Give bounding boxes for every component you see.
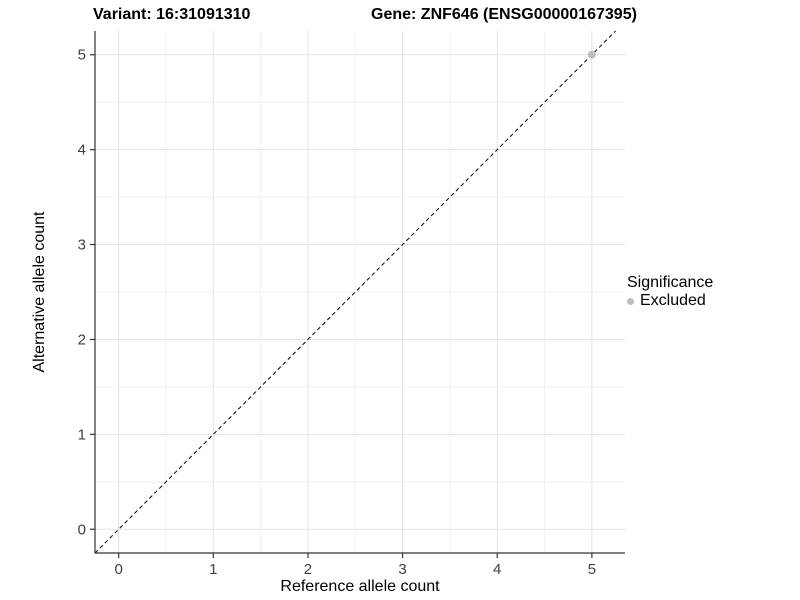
gridlines-minor (95, 31, 625, 553)
legend-point-icon (627, 297, 634, 305)
plot-title-variant: Variant: 16:31091310 (93, 6, 251, 23)
y-tick-label: 0 (78, 521, 86, 538)
axis-tick-labels: 0 1 2 3 4 5 0 1 2 3 4 5 (78, 47, 596, 578)
axis-lines (94, 31, 625, 554)
y-tick-label: 5 (78, 47, 86, 64)
y-tick-label: 4 (78, 142, 86, 159)
legend-item-label: Excluded (640, 292, 706, 309)
identity-reference-line (94, 30, 616, 554)
legend: Significance Excluded (627, 273, 713, 310)
x-tick-label: 4 (493, 561, 501, 578)
legend-items: Excluded (627, 292, 713, 310)
legend-item: Excluded (627, 292, 713, 310)
plot-title-gene: Gene: ZNF646 (ENSG00000167395) (371, 6, 637, 23)
x-axis-title: Reference allele count (280, 578, 440, 595)
y-tick-label: 2 (78, 331, 86, 348)
x-tick-label: 2 (304, 561, 312, 578)
data-points (587, 50, 596, 59)
y-tick-label: 1 (78, 426, 86, 443)
x-tick-label: 5 (588, 561, 596, 578)
x-tick-label: 3 (398, 561, 406, 578)
gridlines-major (95, 31, 625, 553)
x-tick-label: 0 (114, 561, 122, 578)
x-tick-label: 1 (209, 561, 217, 578)
axis-ticks (90, 54, 593, 558)
y-tick-label: 3 (78, 237, 86, 254)
data-point (587, 50, 596, 59)
legend-title: Significance (627, 274, 714, 291)
